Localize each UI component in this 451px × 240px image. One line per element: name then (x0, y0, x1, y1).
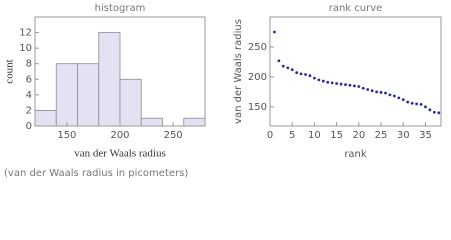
point (290, 68, 294, 72)
x-tick-label: 25 (375, 130, 388, 141)
x-axis-label: van der Waals radius (74, 148, 165, 160)
point (273, 30, 276, 34)
bar (140, 117, 163, 127)
point (437, 111, 441, 115)
x-tick-label: 35 (419, 130, 432, 141)
point (326, 80, 330, 84)
x-axis-label: rank (344, 149, 367, 160)
x-tick-label: 20 (352, 130, 365, 141)
point (277, 59, 281, 63)
plot-frame (269, 16, 442, 127)
y-axis-label: van der Waals radius (233, 19, 244, 124)
point (330, 81, 334, 85)
point (392, 94, 396, 98)
y-tick-label: 12 (19, 28, 32, 39)
point (397, 96, 401, 100)
bar (34, 110, 57, 127)
y-tick-label: 150 (248, 102, 267, 113)
y-tick-label: 4 (26, 90, 32, 101)
point (313, 76, 316, 80)
point (286, 66, 290, 70)
point (335, 82, 339, 85)
point (424, 105, 427, 109)
point (321, 79, 325, 83)
page: (van der Waals radius in picometers) his… (4, 3, 442, 179)
point (375, 90, 378, 94)
x-tick-label: 250 (164, 130, 183, 141)
y-axis-label: count (4, 59, 16, 83)
point (352, 84, 356, 88)
point (317, 78, 321, 82)
x-tick-label: 5 (289, 130, 295, 141)
point (348, 83, 352, 87)
x-tick-label: 0 (267, 130, 273, 141)
x-tick-label: 200 (110, 130, 129, 141)
y-tick-label: 200 (248, 72, 267, 83)
bar (55, 63, 78, 127)
point (361, 86, 365, 90)
point (366, 88, 370, 91)
point (432, 110, 436, 114)
point (370, 89, 374, 93)
bar (98, 32, 121, 127)
footnote: (van der Waals radius in picometers) (4, 168, 188, 179)
y-tick-label: 6 (26, 74, 32, 85)
point (401, 98, 405, 102)
point (384, 91, 387, 95)
point (428, 108, 432, 112)
y-tick-label: 10 (19, 43, 32, 54)
bar (183, 117, 206, 127)
point (281, 64, 285, 68)
point (339, 82, 343, 86)
x-tick-label: 150 (57, 130, 76, 141)
point (344, 83, 347, 87)
y-tick-label: 2 (26, 105, 32, 116)
x-tick-label: 10 (308, 130, 321, 141)
chart-title: histogram (95, 3, 146, 14)
point (406, 100, 410, 104)
point (410, 101, 414, 105)
y-tick-label: 250 (248, 42, 267, 53)
y-tick-label: 8 (26, 59, 32, 70)
x-tick-label: 15 (330, 130, 343, 141)
point (379, 91, 383, 94)
point (308, 74, 312, 78)
chart-title: rank curve (329, 3, 383, 14)
y-tick-label: 0 (26, 121, 32, 132)
point (299, 72, 303, 76)
point (304, 73, 307, 76)
x-tick-label: 30 (397, 130, 410, 141)
point (419, 103, 423, 106)
bar (119, 78, 142, 127)
point (415, 102, 418, 106)
bar (77, 63, 100, 127)
point (357, 85, 361, 88)
point (295, 71, 299, 75)
point (388, 93, 392, 97)
